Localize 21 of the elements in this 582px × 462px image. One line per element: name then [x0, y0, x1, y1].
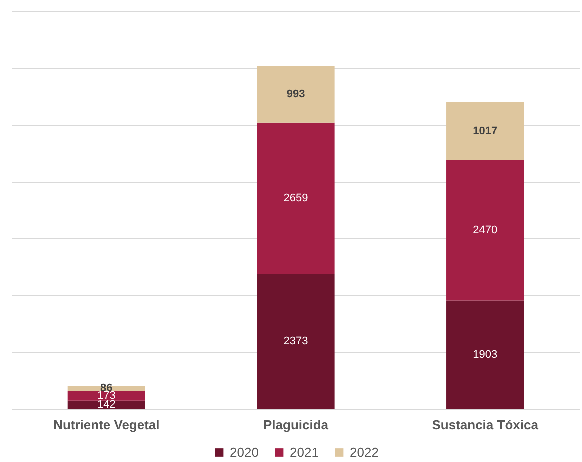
data-label: 1903: [473, 348, 498, 361]
data-label: 142: [97, 398, 116, 411]
bar: [446, 300, 524, 409]
data-label: 993: [286, 88, 306, 101]
bar: [257, 122, 335, 274]
bar: [257, 66, 335, 123]
legend-label: 2020: [230, 444, 259, 460]
data-label: 2659: [284, 192, 308, 204]
x-tick-label: Sustancia Tóxica: [432, 418, 540, 432]
x-tick-label: Plaguicida: [263, 418, 330, 432]
bar: [446, 160, 524, 301]
bar: [446, 102, 524, 160]
data-label: 2373: [284, 336, 308, 348]
bar: [257, 274, 335, 409]
bar: [68, 400, 146, 409]
data-label: 1017: [473, 125, 498, 138]
legend-label: 2021: [290, 444, 319, 460]
data-label: 2470: [473, 224, 498, 237]
bar: [68, 391, 146, 401]
legend-label: 2022: [350, 444, 379, 460]
x-tick-label: Nutriente Vegetal: [54, 418, 160, 432]
